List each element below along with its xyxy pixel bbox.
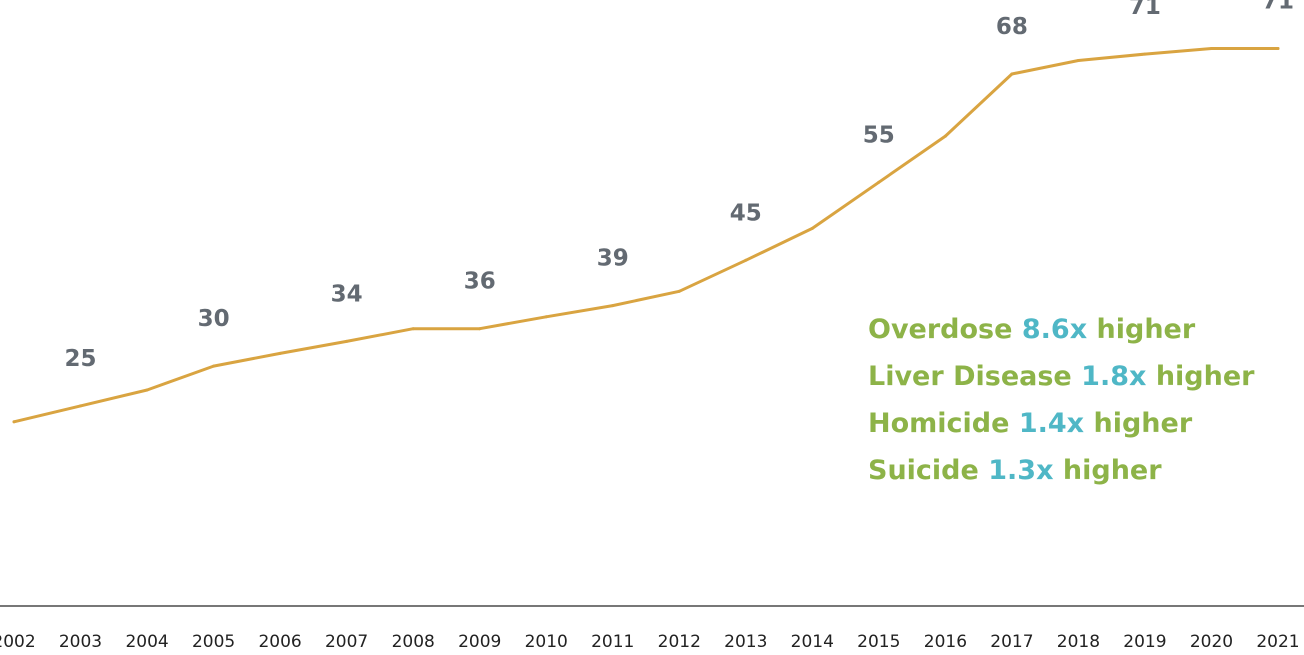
annotation-label: Liver Disease [868,361,1072,392]
x-tick-label: 2013 [724,632,767,651]
annotation-multiplier: 8.6x [1021,314,1088,345]
data-point [744,258,748,262]
annotation-label: Suicide [868,455,979,486]
annotation-overdose: Overdose 8.6x higher [868,306,1254,353]
x-tick-label: 2015 [857,632,900,651]
x-tick-label: 2005 [192,632,235,651]
data-point [212,364,216,368]
x-tick-label: 2014 [791,632,834,651]
x-tick-label: 2012 [658,632,701,651]
data-point [877,180,881,184]
data-point [278,351,282,355]
data-point [1076,59,1080,62]
annotation-label: Homicide [868,408,1010,439]
data-point [677,289,681,293]
annotation-label: Overdose [868,314,1013,345]
x-tick-label: 2009 [458,632,501,651]
x-tick-label: 2007 [325,632,368,651]
annotation-suicide: Suicide 1.3x higher [868,447,1254,494]
data-point [1276,47,1280,50]
data-point [145,388,149,392]
data-label: 71 [1262,0,1294,15]
data-point [345,339,349,343]
x-tick-label: 2004 [125,632,168,651]
annotation-suffix: higher [1062,455,1162,486]
data-point [544,315,548,319]
x-tick-label: 2010 [525,632,568,651]
x-tick-label: 2002 [0,632,36,651]
annotation-suffix: higher [1096,314,1196,345]
data-label: 30 [198,306,230,332]
annotation-multiplier: 1.4x [1018,408,1085,439]
data-label: 34 [331,281,363,307]
annotation-multiplier: 1.3x [988,455,1054,486]
data-point [411,327,415,331]
data-label: 55 [863,122,895,148]
annotation-suffix: higher [1155,361,1255,392]
data-point [1010,72,1014,76]
series-line-layer [12,47,1280,424]
data-point [611,304,615,308]
data-point [810,226,814,230]
x-tick-label: 2019 [1123,632,1166,651]
data-point [1210,47,1213,50]
data-point [12,420,16,424]
data-label-layer: 25 30 34 36 39 45 55 68 71 71 [64,0,1294,372]
annotation-suffix: higher [1093,408,1193,439]
data-point [478,327,482,331]
x-tick-label: 2006 [258,632,301,651]
x-tick-label: 2017 [990,632,1033,651]
data-label: 39 [597,246,629,272]
data-point [79,404,82,408]
x-tick-label: 2021 [1256,632,1299,651]
data-point [1143,52,1147,56]
x-tick-label: 2008 [392,632,435,651]
x-tick-label: 2003 [59,632,102,651]
data-label: 25 [64,346,96,372]
data-label: 71 [1129,0,1161,20]
annotation-list: Overdose 8.6x higher Liver Disease 1.8x … [868,306,1254,494]
x-tick-label: 2020 [1190,632,1233,651]
annotation-homicide: Homicide 1.4x higher [868,400,1254,447]
series-line [12,47,1280,424]
x-tick-label: 2018 [1057,632,1100,651]
data-point [943,134,947,138]
x-axis: 2002 2003 2004 2005 2006 2007 2008 2009 2010 2011… [0,605,1304,652]
annotation-multiplier: 1.8x [1081,361,1147,392]
x-tick-label: 2011 [591,632,634,651]
annotation-liver-disease: Liver Disease 1.8x higher [868,353,1254,400]
data-label: 68 [996,14,1028,40]
data-label: 45 [730,200,762,226]
data-label: 36 [464,269,496,295]
x-tick-label: 2016 [924,632,967,651]
